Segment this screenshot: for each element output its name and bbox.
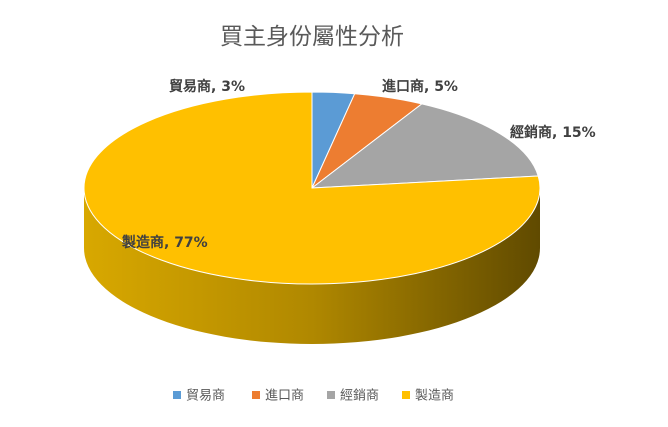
legend-swatch bbox=[402, 391, 410, 399]
data-label: 貿易商, 3% bbox=[169, 78, 245, 95]
legend-swatch bbox=[327, 391, 335, 399]
slice bbox=[310, 103, 539, 189]
slice bbox=[83, 91, 541, 285]
legend-swatch bbox=[252, 391, 260, 399]
legend-item: 貿易商 bbox=[173, 389, 225, 404]
legend-label: 製造商 bbox=[415, 389, 454, 404]
slice-side bbox=[84, 188, 540, 344]
data-label: 製造商, 77% bbox=[121, 234, 208, 251]
data-label: 進口商, 5% bbox=[382, 78, 458, 95]
legend-item: 進口商 bbox=[252, 389, 304, 404]
legend-item: 製造商 bbox=[402, 389, 454, 404]
data-label: 經銷商, 15% bbox=[510, 124, 596, 141]
legend-label: 經銷商 bbox=[340, 388, 379, 404]
legend-swatch bbox=[173, 391, 181, 399]
chart-title: 買主身份屬性分析 bbox=[220, 24, 404, 50]
legend-item: 經銷商 bbox=[327, 388, 379, 404]
legend-label: 進口商 bbox=[265, 389, 304, 404]
legend-label: 貿易商 bbox=[186, 389, 225, 404]
